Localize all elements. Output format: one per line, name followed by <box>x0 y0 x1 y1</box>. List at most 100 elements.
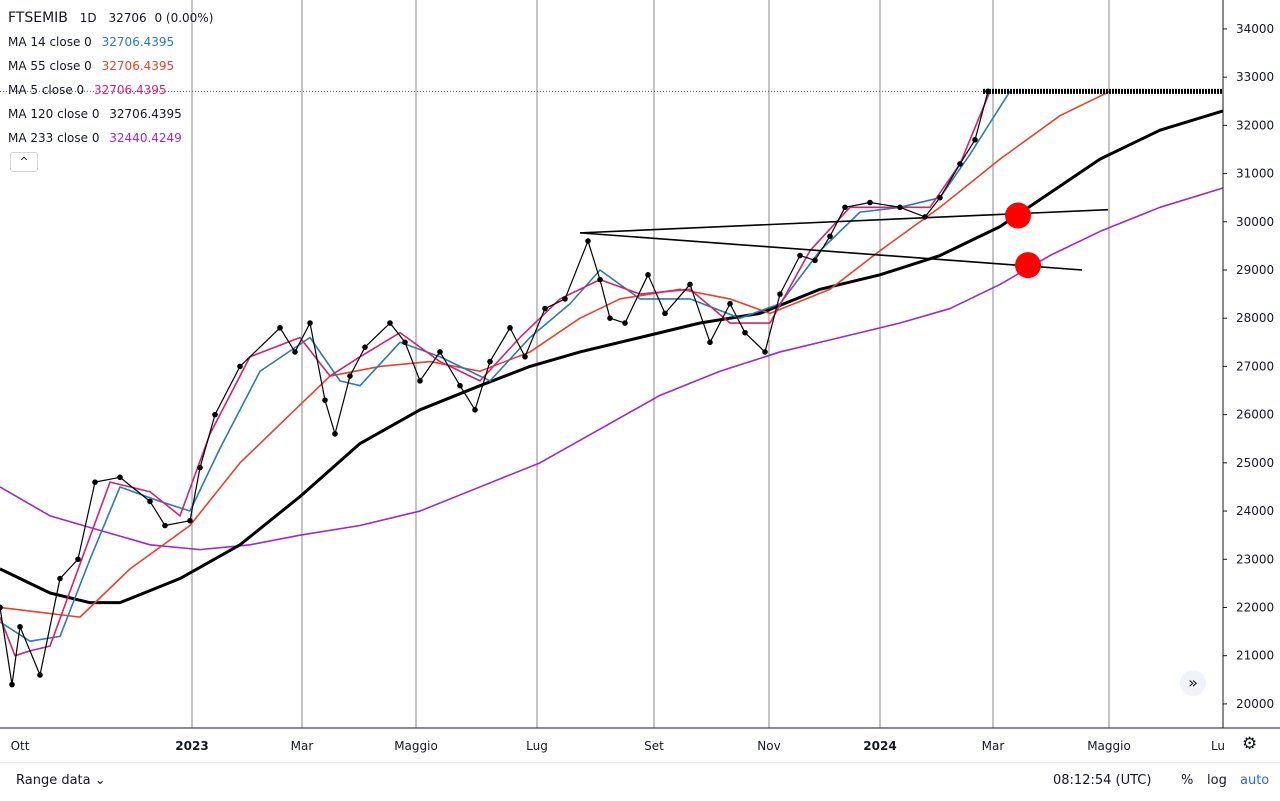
gear-icon[interactable]: ⚙ <box>1242 734 1258 754</box>
series-ftsemib <box>0 91 989 686</box>
price-point <box>727 300 733 307</box>
ma233-label: MA 233 close 0 <box>8 131 100 145</box>
legend-ma5[interactable]: MA 5 close 0 32706.4395 <box>8 78 213 102</box>
price-point <box>347 373 353 379</box>
red-marker <box>1015 252 1041 279</box>
price-point <box>187 517 193 524</box>
log-scale-toggle[interactable]: log <box>1207 773 1227 788</box>
price-point <box>777 291 783 297</box>
y-tick-label: 20000 <box>1236 697 1274 711</box>
legend-ma55[interactable]: MA 55 close 0 32706.4395 <box>8 54 213 78</box>
price-point <box>645 272 651 278</box>
price-point <box>707 339 713 346</box>
price-point <box>9 681 15 688</box>
legend-ma120[interactable]: MA 120 close 0 32706.4395 <box>8 102 213 126</box>
x-tick-label: Mar <box>291 739 314 753</box>
price-point <box>387 320 393 326</box>
x-tick-label: Maggio <box>1087 739 1131 753</box>
price-point <box>687 281 693 288</box>
auto-scale-toggle[interactable]: auto <box>1240 773 1270 788</box>
date-range-button[interactable]: Range data ⌄ <box>16 773 106 788</box>
price-point <box>197 464 203 471</box>
x-tick-label: Ott <box>11 739 30 753</box>
trendline <box>579 232 1083 271</box>
price-point <box>542 305 548 312</box>
ma5-value: 32706.4395 <box>94 83 167 97</box>
price-point <box>597 276 603 283</box>
y-tick-label: 23000 <box>1236 552 1274 566</box>
price-point <box>75 556 81 563</box>
price-point <box>937 194 943 201</box>
last-price: 32706 <box>108 11 147 25</box>
price-point <box>437 349 443 355</box>
scroll-to-realtime-button[interactable]: » <box>1180 670 1206 696</box>
price-point <box>522 353 528 360</box>
price-point <box>307 320 313 326</box>
price-point <box>237 363 243 370</box>
price-point <box>417 378 423 384</box>
price-point <box>827 233 833 240</box>
price-point <box>322 397 328 403</box>
percent-scale-toggle[interactable]: % <box>1181 773 1194 788</box>
x-tick-label: 2024 <box>863 739 896 753</box>
price-point <box>812 257 818 264</box>
price-point <box>622 320 628 326</box>
y-tick-label: 32000 <box>1236 118 1274 132</box>
chart-grid <box>191 0 1110 728</box>
interval-label[interactable]: 1D <box>79 11 97 25</box>
ma5-label: MA 5 close 0 <box>8 83 85 97</box>
series-ma-5 <box>0 91 991 657</box>
chevron-up-icon: ^ <box>19 155 29 168</box>
price-point <box>212 411 218 418</box>
price-point <box>585 238 591 244</box>
ma14-label: MA 14 close 0 <box>8 35 92 49</box>
symbol-name[interactable]: FTSEMIB <box>8 10 68 26</box>
ma120-value: 32706.4395 <box>109 107 182 121</box>
y-tick-label: 33000 <box>1236 70 1274 84</box>
price-point <box>332 431 338 437</box>
series-ma-233 <box>0 187 1224 551</box>
y-tick-label: 21000 <box>1236 649 1274 663</box>
price-point <box>402 339 408 346</box>
axes: Ott 2023 Mar Maggio Lug Set Nov 2024 Mar Maggio Lu… <box>0 0 1280 753</box>
ma120-label: MA 120 close 0 <box>8 107 100 121</box>
ma14-value: 32706.4395 <box>101 35 175 49</box>
price-point <box>487 358 493 365</box>
price-point <box>607 315 613 321</box>
price-point <box>147 498 153 505</box>
legend-ma14[interactable]: MA 14 close 0 32706.4395 <box>8 30 213 54</box>
price-point <box>0 604 3 611</box>
y-tick-label: 28000 <box>1236 311 1274 325</box>
bottom-toolbar: Range data ⌄ 08:12:54 (UTC) % log auto <box>0 762 1280 801</box>
y-tick-label: 24000 <box>1236 504 1274 518</box>
price-point <box>742 329 748 336</box>
y-tick-label: 27000 <box>1236 359 1274 373</box>
x-tick-label: Maggio <box>394 739 438 753</box>
price-point <box>117 474 123 481</box>
chart-legend: FTSEMIB 1D 32706 0 (0.00%) MA 14 close 0… <box>8 6 213 150</box>
plot-area <box>0 88 1224 688</box>
price-point <box>277 325 283 331</box>
price-point <box>662 310 668 317</box>
x-tick-label: Lug <box>526 739 548 753</box>
ma233-value: 32440.4249 <box>109 131 182 145</box>
price-point <box>457 382 463 389</box>
legend-ma233[interactable]: MA 233 close 0 32440.4249 <box>8 126 213 150</box>
price-point <box>972 137 978 143</box>
legend-collapse-button[interactable]: ^ <box>10 152 38 172</box>
price-point <box>897 204 903 211</box>
price-point <box>867 199 873 206</box>
price-point <box>362 344 368 350</box>
x-tick-label: Nov <box>757 739 780 753</box>
x-tick-label: 2023 <box>175 739 208 753</box>
y-tick-label: 31000 <box>1236 167 1274 181</box>
price-point <box>17 623 23 630</box>
utc-clock[interactable]: 08:12:54 (UTC) <box>1053 773 1152 788</box>
price-point <box>842 204 848 211</box>
y-tick-label: 30000 <box>1236 215 1274 229</box>
y-tick-label: 22000 <box>1236 600 1274 614</box>
price-point <box>762 349 768 355</box>
price-point <box>472 407 478 413</box>
price-point <box>92 479 98 485</box>
